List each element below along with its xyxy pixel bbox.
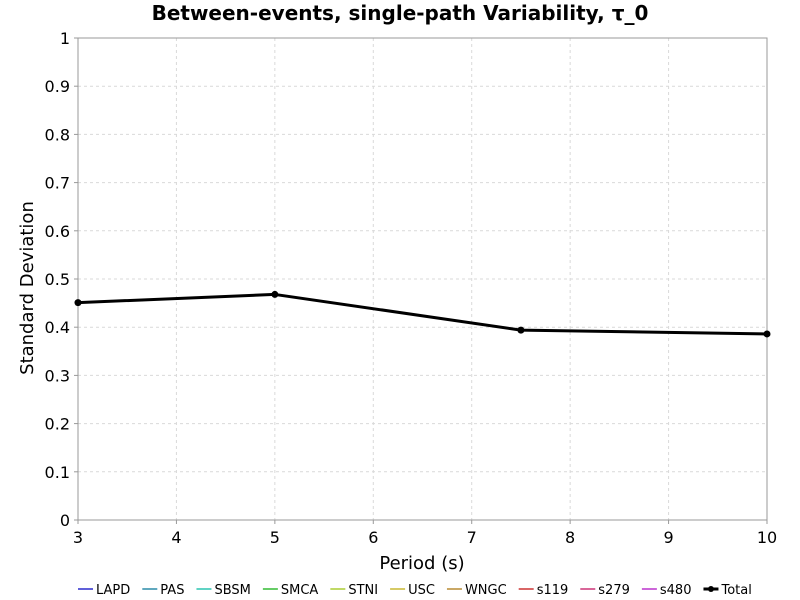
y-tick-label: 0.1 [45, 463, 70, 482]
y-tick-label: 0.6 [45, 222, 70, 241]
legend-label: s119 [537, 583, 569, 598]
x-tick-label: 9 [663, 528, 673, 547]
legend-label: WNGC [465, 583, 507, 598]
legend-label: PAS [160, 583, 184, 598]
y-tick-label: 1 [60, 29, 70, 48]
y-tick-label: 0.9 [45, 77, 70, 96]
data-point [517, 326, 525, 334]
chart-title: Between-events, single-path Variability,… [152, 1, 649, 25]
y-axis-label: Standard Deviation [17, 201, 38, 375]
legend: LAPD PAS SBSM SMCA STNI USC WNGC s119 s279 s480 To… [78, 583, 752, 598]
grid-layer [77, 37, 768, 521]
x-tick-label: 4 [171, 528, 181, 547]
series-layer [74, 290, 771, 338]
data-point [763, 330, 771, 338]
x-tick-label: 8 [565, 528, 575, 547]
x-axis-ticks: 3 4 5 6 7 8 9 10 [73, 520, 777, 547]
legend-marker [707, 586, 714, 592]
x-tick-label: 6 [368, 528, 378, 547]
y-tick-label: 0.7 [45, 174, 70, 193]
y-tick-label: 0.4 [45, 318, 70, 337]
legend-label: USC [408, 583, 435, 598]
legend-label: SMCA [281, 583, 319, 598]
y-tick-label: 0.8 [45, 125, 70, 144]
y-axis-ticks: 0 0.1 0.2 0.3 0.4 0.5 0.6 0.7 0.8 0.9 1 [45, 29, 78, 530]
y-tick-label: 0 [60, 511, 70, 530]
legend-label: LAPD [96, 583, 130, 598]
data-point [271, 290, 279, 298]
legend-label: s279 [598, 583, 630, 598]
y-tick-label: 0.5 [45, 270, 70, 289]
legend-label: Total [720, 583, 751, 598]
x-tick-label: 10 [757, 528, 777, 547]
series-line-total [77, 292, 768, 336]
y-tick-label: 0.3 [45, 366, 70, 385]
x-tick-label: 7 [467, 528, 477, 547]
x-tick-label: 5 [270, 528, 280, 547]
legend-label: STNI [348, 583, 378, 598]
data-point [74, 299, 82, 307]
y-tick-label: 0.2 [45, 415, 70, 434]
x-axis-label: Period (s) [379, 553, 464, 574]
x-tick-label: 3 [73, 528, 83, 547]
legend-label: s480 [660, 583, 692, 598]
legend-label: SBSM [214, 583, 250, 598]
